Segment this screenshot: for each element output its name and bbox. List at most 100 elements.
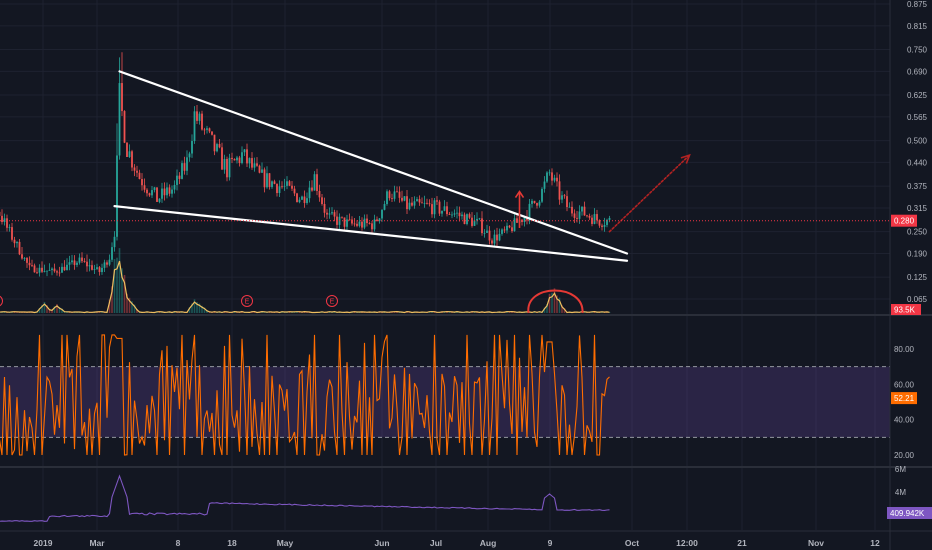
candle-body [468,214,471,218]
volume-highlight-arc[interactable] [527,289,584,314]
candle-body [323,203,326,213]
volume-bar [556,295,558,313]
price-tick-label: 0.690 [907,67,928,76]
candle-body [46,270,48,272]
candle-body [466,214,468,225]
volume-bar [38,308,41,313]
time-axis-label: Aug [480,538,497,548]
candle-body [461,214,463,217]
price-tick-label: 0.625 [907,91,928,100]
candle-body [446,206,448,215]
candle-body [241,152,243,164]
candle-body [431,204,433,215]
time-axis-label: Oct [625,538,639,548]
candle-body [488,230,491,241]
candle-body [216,144,218,152]
volume-bar [128,297,131,313]
panel-separator[interactable] [0,466,932,468]
candle-body [251,158,253,168]
candle-body [541,188,543,202]
oscillator-panel[interactable] [0,334,610,456]
breakout-arrow-head[interactable] [680,153,691,164]
volume-bar [553,288,556,313]
candle-body [41,267,43,272]
earnings-marker[interactable] [241,295,253,307]
candle-body [348,219,351,221]
candle-body [568,206,571,208]
candle-body [143,185,146,190]
volume-bar [608,312,611,313]
candle-body [26,258,28,263]
candle-body [91,265,93,270]
upper-trendline[interactable] [118,70,629,255]
candle-body [116,155,118,237]
drawings-layer[interactable] [113,70,691,314]
candle-body [291,185,293,189]
candle-body [11,227,13,240]
candle-body [483,232,486,234]
candle-body [176,175,178,185]
candle-body [396,191,398,193]
volume-indicator-tick-label: 4M [895,488,906,497]
candle-body [166,187,168,196]
earnings-marker[interactable] [0,295,3,307]
candle-body [313,174,316,191]
up-arrow-head[interactable] [514,190,525,199]
candle-body [156,187,158,202]
time-axis-label: 9 [548,538,553,548]
breakout-arrow-line[interactable] [608,154,691,233]
volume-indicator-line[interactable] [0,474,610,522]
last-price-value: 0.280 [894,217,915,226]
time-axis-label: Jul [430,538,442,548]
oscillator-tick-label: 60.00 [894,380,915,389]
candle-body [193,111,196,141]
candle-body [496,234,498,241]
candle-body [68,262,71,265]
volume-bar [136,309,138,313]
lower-trendline[interactable] [113,205,629,262]
candle-body [426,202,428,204]
panel-separator[interactable] [0,314,932,316]
oscillator-line[interactable] [0,334,610,456]
volume-bar [561,305,563,313]
price-panel[interactable] [0,52,611,277]
candle-body [131,151,133,168]
price-tick-label: 0.375 [907,182,928,191]
candle-body [583,206,586,216]
candle-body [288,181,291,186]
volume-bar [551,292,553,313]
candle-body [283,185,286,187]
candle-body [293,188,296,194]
time-axis-label: Jun [374,538,389,548]
panel-separators[interactable] [0,314,932,532]
candle-body [128,151,131,157]
candle-body [471,217,473,226]
candle-body [106,262,108,265]
candle-body [203,129,206,131]
earnings-marker[interactable] [326,295,338,307]
candle-body [53,268,56,272]
candle-body [561,195,563,200]
candle-body [63,266,66,271]
candle-body [333,212,336,217]
candle-body [61,266,63,273]
candle-body [163,188,166,196]
volume-indicator-panel[interactable] [0,474,610,522]
price-tick-label: 0.250 [907,228,928,237]
time-axis-label: 21 [737,538,747,548]
candle-body [13,239,16,244]
price-tick-label: 0.315 [907,204,928,213]
candle-body [371,223,373,230]
oscillator-value: 52.21 [894,394,915,403]
candle-body [376,219,378,221]
volume-ma-line [0,260,610,314]
time-axis-label: May [277,538,294,548]
candle-body [368,223,371,224]
candle-body [98,267,101,273]
candle-body [423,202,426,204]
candle-body [303,196,306,203]
candle-body [566,196,568,208]
candle-body [281,186,283,188]
